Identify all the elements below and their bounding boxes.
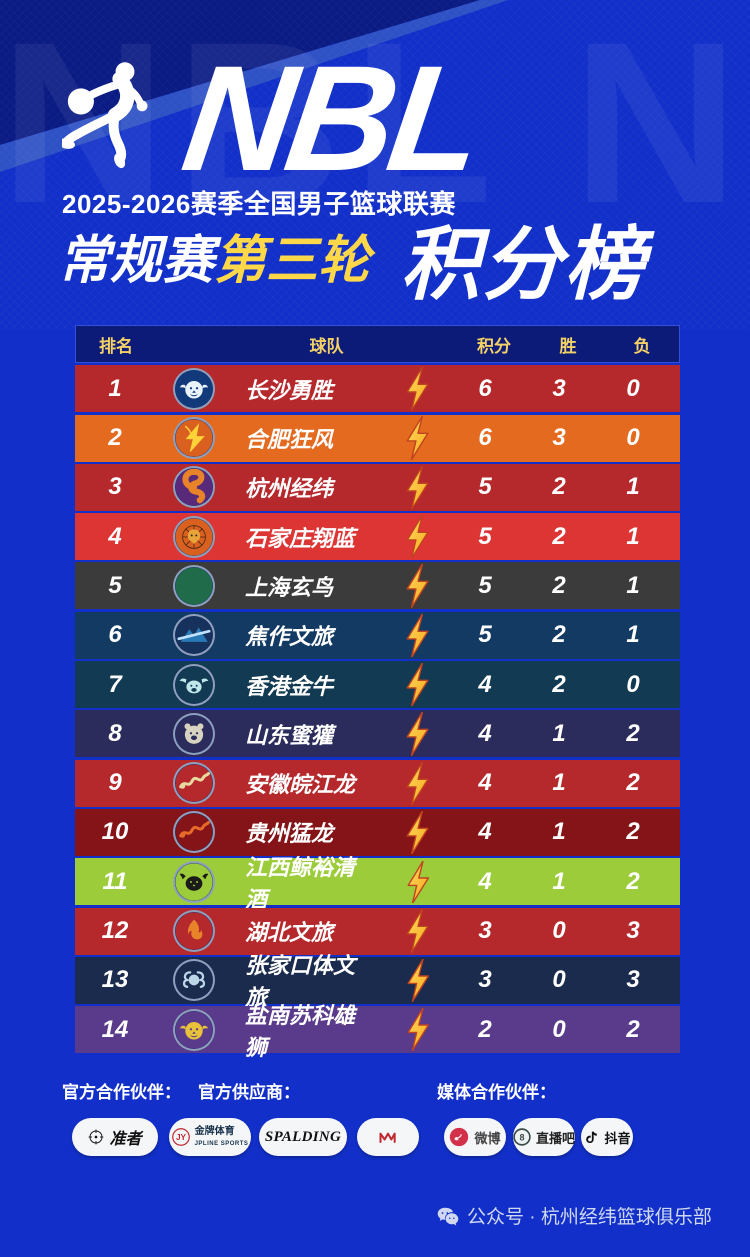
svg-text:JY: JY (176, 1133, 187, 1142)
svg-text:8: 8 (519, 1132, 524, 1142)
